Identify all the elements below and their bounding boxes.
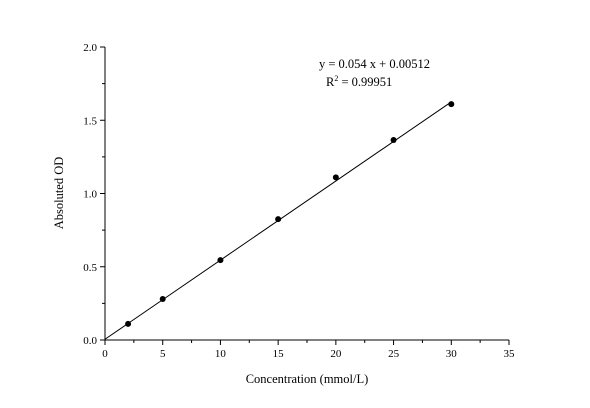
data-point: [159, 295, 166, 302]
r-squared-value: = 0.99951: [338, 75, 392, 89]
x-tick-label: 25: [388, 348, 400, 360]
y-ticks: 0.0 0.5 1.0 1.5 2.0: [83, 42, 105, 347]
x-tick-label: 10: [215, 348, 227, 360]
x-tick-label: 15: [273, 348, 285, 360]
x-tick-label: 20: [330, 348, 342, 360]
x-tick-label: 35: [504, 348, 516, 360]
data-point: [332, 174, 339, 181]
data-point: [217, 257, 224, 264]
y-tick-label: 2.0: [83, 42, 97, 54]
axes: [104, 47, 509, 341]
x-tick-label: 30: [446, 348, 458, 360]
data-point: [448, 101, 455, 108]
y-tick-label: 0.5: [83, 262, 97, 274]
data-point: [125, 320, 132, 327]
x-ticks: 0 5 10 15 20 25 30 35: [102, 340, 515, 360]
x-tick-label: 0: [102, 348, 108, 360]
y-axis-title: Absoluted OD: [52, 157, 66, 230]
y-tick-label: 0.0: [83, 335, 97, 347]
data-points: [125, 101, 455, 327]
x-tick-label: 5: [160, 348, 166, 360]
r-squared-prefix: R: [326, 75, 335, 89]
y-tick-label: 1.0: [83, 189, 97, 201]
r-squared-label: R2 = 0.99951: [326, 74, 392, 89]
r-squared-superscript: 2: [334, 74, 338, 83]
x-axis-title: Concentration (mmol/L): [246, 372, 369, 386]
fit-equation: y = 0.054 x + 0.00512: [319, 57, 430, 71]
data-point: [275, 216, 282, 223]
data-point: [390, 137, 397, 144]
y-tick-label: 1.5: [83, 115, 97, 127]
